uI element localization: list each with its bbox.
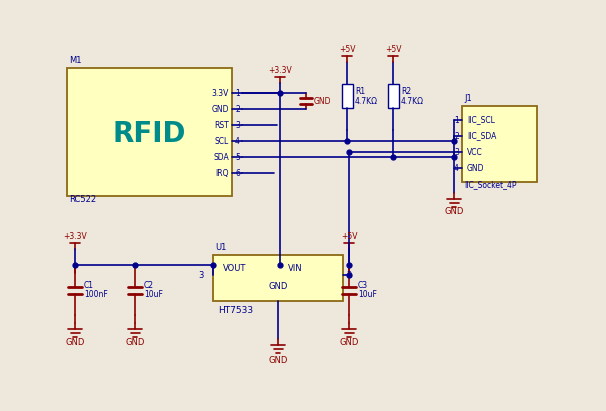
Bar <box>342 84 353 108</box>
Text: 4.7KΩ: 4.7KΩ <box>355 97 378 106</box>
Text: 1: 1 <box>454 115 459 125</box>
Text: 2: 2 <box>235 104 240 113</box>
Text: VIN: VIN <box>288 264 302 273</box>
Text: GND: GND <box>314 97 331 106</box>
Text: C2: C2 <box>144 280 154 289</box>
Text: GND: GND <box>125 338 145 347</box>
Text: 10uF: 10uF <box>144 289 163 298</box>
Text: GND: GND <box>268 282 288 291</box>
Text: RST: RST <box>215 120 229 129</box>
Text: 4: 4 <box>454 164 459 173</box>
Text: VOUT: VOUT <box>223 264 247 273</box>
Text: C3: C3 <box>358 280 368 289</box>
Text: 3: 3 <box>454 148 459 157</box>
Text: GND: GND <box>268 356 288 365</box>
Text: 10uF: 10uF <box>358 289 377 298</box>
Text: 4.7KΩ: 4.7KΩ <box>401 97 424 106</box>
Text: RFID: RFID <box>113 120 186 148</box>
Text: J1: J1 <box>464 94 471 103</box>
Bar <box>213 255 343 301</box>
Text: 2: 2 <box>346 270 351 279</box>
Bar <box>387 84 399 108</box>
Text: 3: 3 <box>199 270 204 279</box>
Text: GND: GND <box>211 104 229 113</box>
Text: GND: GND <box>339 338 359 347</box>
Text: SDA: SDA <box>213 152 229 162</box>
Text: IIC_SCL: IIC_SCL <box>467 115 495 125</box>
Text: 1: 1 <box>235 88 240 97</box>
Text: 100nF: 100nF <box>84 289 108 298</box>
Text: +3.3V: +3.3V <box>268 66 292 75</box>
Text: R1: R1 <box>355 86 365 95</box>
Text: M1: M1 <box>69 56 81 65</box>
Text: IIC_Socket_4P: IIC_Socket_4P <box>464 180 516 189</box>
Text: GND: GND <box>65 338 85 347</box>
Text: GND: GND <box>444 207 464 216</box>
Text: 4: 4 <box>235 136 240 145</box>
Text: VCC: VCC <box>467 148 483 157</box>
Text: +5V: +5V <box>341 232 358 241</box>
Text: 6: 6 <box>235 169 240 178</box>
Text: GND: GND <box>467 164 485 173</box>
Text: +3.3V: +3.3V <box>63 232 87 241</box>
Text: 3.3V: 3.3V <box>211 88 229 97</box>
Text: 2: 2 <box>454 132 459 141</box>
Text: SCL: SCL <box>215 136 229 145</box>
Text: IIC_SDA: IIC_SDA <box>467 132 496 141</box>
Text: 5: 5 <box>235 152 240 162</box>
Text: +5V: +5V <box>385 45 401 54</box>
Text: IRQ: IRQ <box>216 169 229 178</box>
Text: C1: C1 <box>84 280 94 289</box>
Text: 3: 3 <box>235 120 240 129</box>
Text: RC522: RC522 <box>69 195 96 204</box>
Text: U1: U1 <box>215 243 227 252</box>
Bar <box>462 106 537 182</box>
Text: HT7533: HT7533 <box>218 306 253 315</box>
Text: R2: R2 <box>401 86 411 95</box>
Text: +5V: +5V <box>339 45 355 54</box>
Bar <box>67 68 232 196</box>
